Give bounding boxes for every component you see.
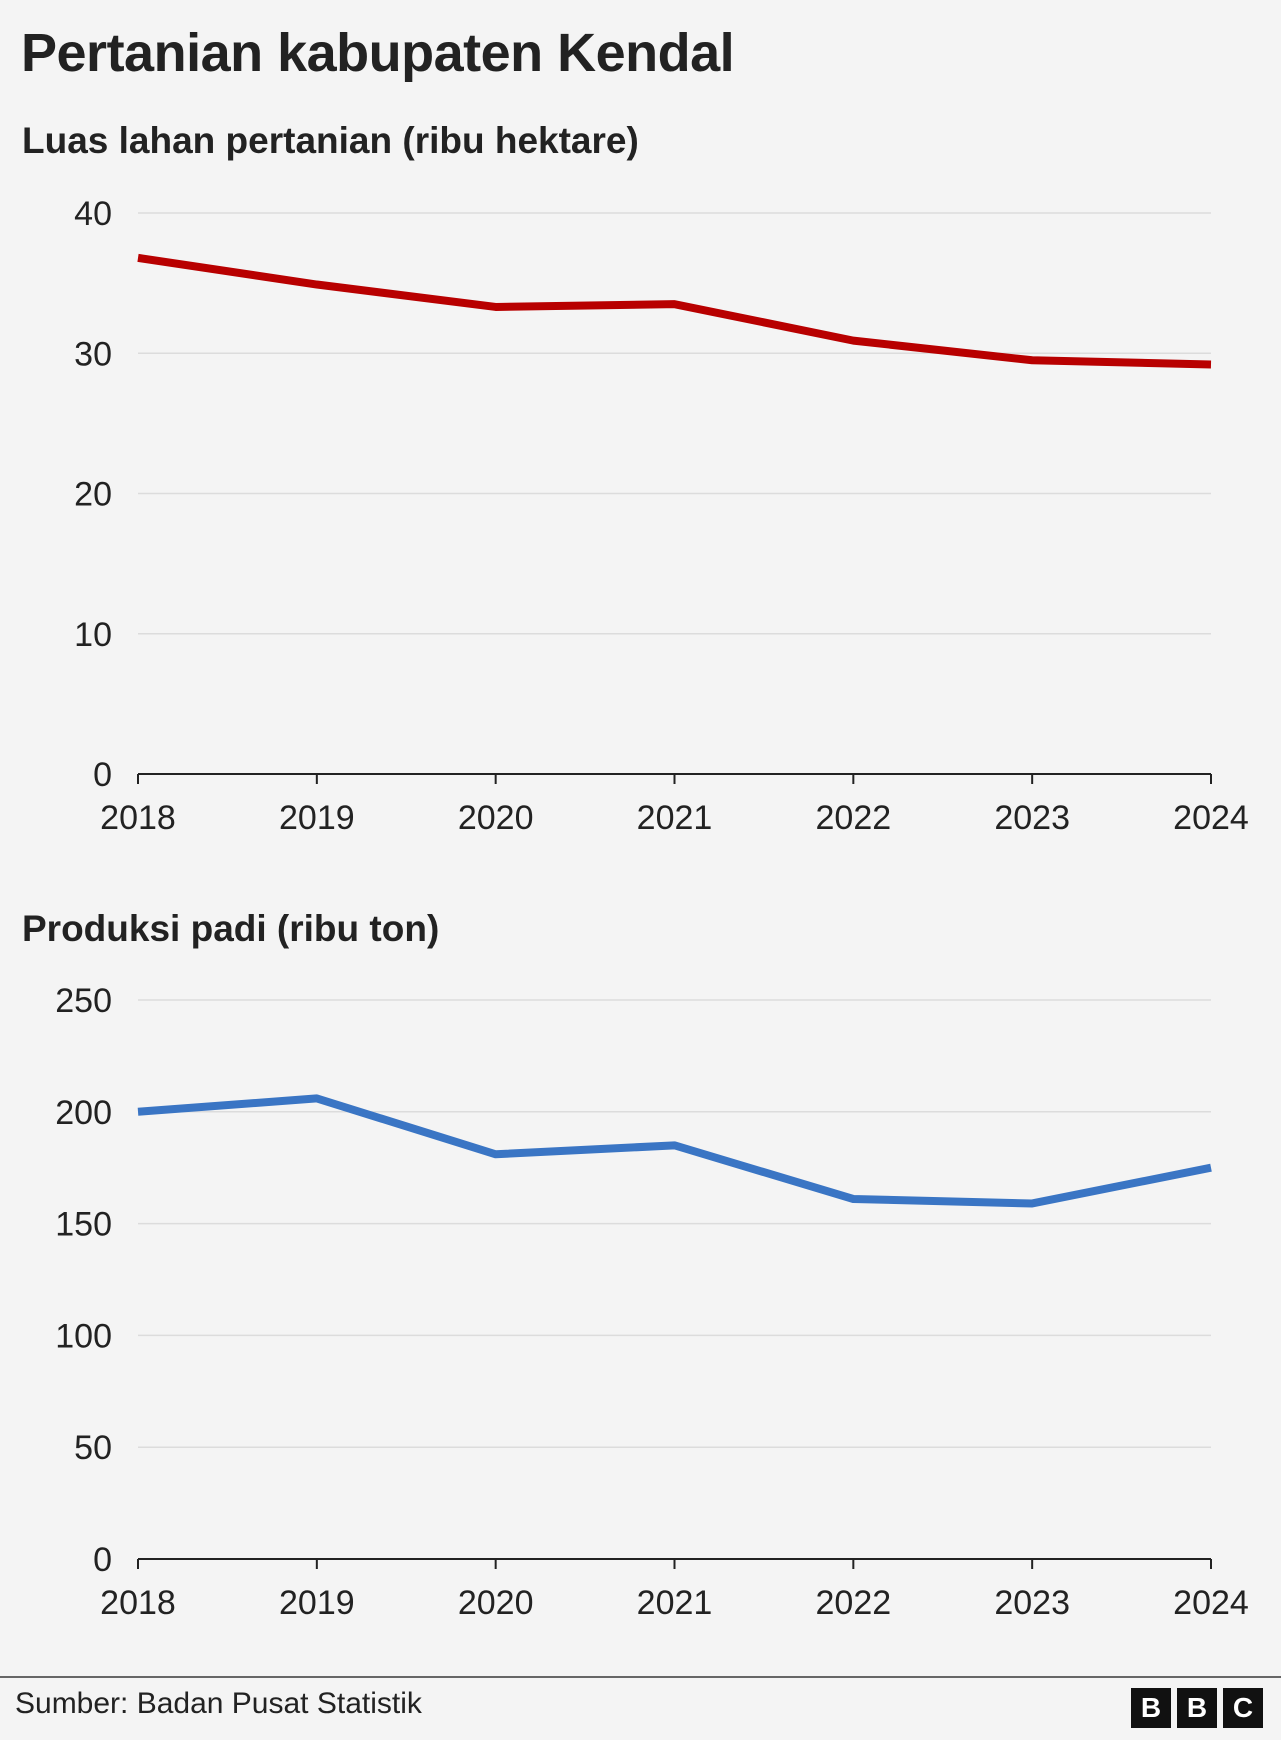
chart-title: Pertanian kabupaten Kendal	[21, 23, 735, 83]
x-tick-label: 2021	[637, 1584, 713, 1622]
panel-title-rice-production: Produksi padi (ribu ton)	[22, 908, 440, 949]
x-tick-label: 2024	[1173, 799, 1249, 837]
x-tick-label: 2023	[994, 799, 1070, 837]
rice-production-line-chart: 0 50 100 150 200 250 2018 2019 2020 2021 2022 2023 2…	[55, 982, 1249, 1622]
y-tick-label: 200	[55, 1094, 112, 1132]
bbc-logo: B B C	[1131, 1688, 1263, 1728]
source-note: Sumber: Badan Pusat Statistik	[15, 1687, 422, 1720]
y-tick-label: 30	[74, 335, 112, 373]
y-tick-label: 150	[55, 1206, 112, 1244]
y-tick-label: 50	[74, 1429, 112, 1467]
x-tick-label: 2023	[994, 1584, 1070, 1622]
x-tick-label: 2020	[458, 1584, 534, 1622]
y-tick-label: 40	[74, 195, 112, 233]
bbc-logo-letter: C	[1223, 1688, 1263, 1728]
x-tick-label: 2021	[637, 799, 713, 837]
x-tick-label: 2022	[816, 799, 892, 837]
panel-title-land-area: Luas lahan pertanian (ribu hektare)	[22, 120, 639, 161]
series-line	[137, 1094, 1212, 1208]
x-tick-label: 2019	[279, 799, 355, 837]
x-tick-label: 2020	[458, 799, 534, 837]
y-tick-label: 250	[55, 982, 112, 1020]
land-area-line-chart: 0 10 20 30 40 2018 2019 2020 2021 2022 2023 2024	[74, 195, 1249, 837]
footer-divider	[0, 1676, 1281, 1678]
bbc-logo-letter: B	[1177, 1688, 1217, 1728]
y-tick-label: 0	[93, 1541, 112, 1579]
y-tick-label: 10	[74, 616, 112, 654]
x-tick-label: 2018	[100, 1584, 176, 1622]
x-tick-label: 2024	[1173, 1584, 1249, 1622]
y-tick-label: 100	[55, 1317, 112, 1355]
x-tick-label: 2022	[816, 1584, 892, 1622]
series-line	[137, 253, 1212, 369]
x-tick-label: 2018	[100, 799, 176, 837]
y-tick-label: 20	[74, 476, 112, 514]
bbc-logo-letter: B	[1131, 1688, 1171, 1728]
x-tick-label: 2019	[279, 1584, 355, 1622]
y-tick-label: 0	[93, 756, 112, 794]
